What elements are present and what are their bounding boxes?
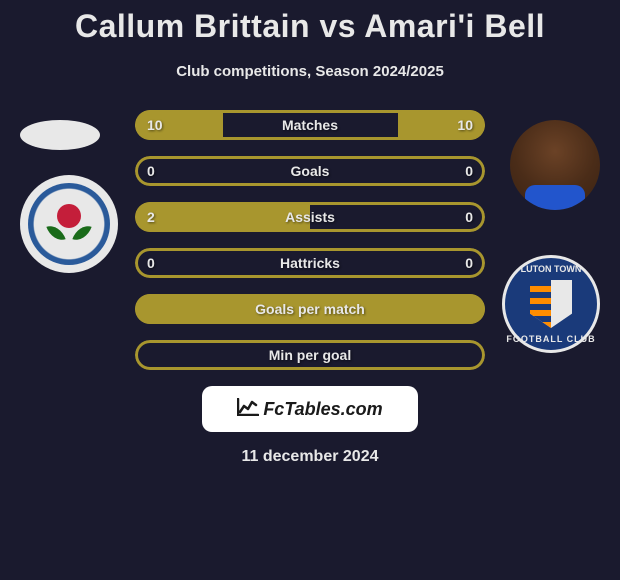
- stat-label: Min per goal: [269, 347, 351, 363]
- stat-label: Matches: [282, 117, 338, 133]
- stat-value-left: 0: [147, 163, 155, 179]
- page-title: Callum Brittain vs Amari'i Bell: [0, 0, 620, 45]
- club-crest-left: [20, 175, 118, 273]
- club-right-name-top: LUTON TOWN: [521, 264, 582, 274]
- stat-value-right: 0: [465, 163, 473, 179]
- stat-value-left: 10: [147, 117, 163, 133]
- stat-row: 2 Assists 0: [135, 202, 485, 232]
- stat-bar-left: [135, 202, 310, 232]
- chart-icon: [237, 398, 259, 421]
- club-crest-right: LUTON TOWN FOOTBALL CLUB: [502, 255, 600, 353]
- player-photo-right: [510, 120, 600, 210]
- stat-value-right: 10: [457, 117, 473, 133]
- subtitle: Club competitions, Season 2024/2025: [0, 63, 620, 80]
- stat-value-right: 0: [465, 209, 473, 225]
- stat-row: 0 Goals 0: [135, 156, 485, 186]
- stat-row: Min per goal: [135, 340, 485, 370]
- stat-label: Hattricks: [280, 255, 340, 271]
- player-photo-left: [20, 120, 100, 150]
- stat-row: Goals per match: [135, 294, 485, 324]
- stat-value-left: 2: [147, 209, 155, 225]
- club-right-name-bottom: FOOTBALL CLUB: [506, 334, 595, 344]
- stat-label: Goals per match: [255, 301, 365, 317]
- attribution-badge: FcTables.com: [202, 386, 418, 432]
- attribution-text: FcTables.com: [263, 399, 382, 420]
- stats-container: 10 Matches 10 0 Goals 0 2 Assists 0 0 Hattricks 0 Go…: [135, 110, 485, 370]
- stat-value-right: 0: [465, 255, 473, 271]
- stat-row: 10 Matches 10: [135, 110, 485, 140]
- stat-value-left: 0: [147, 255, 155, 271]
- stat-row: 0 Hattricks 0: [135, 248, 485, 278]
- date-text: 11 december 2024: [0, 448, 620, 466]
- stat-label: Goals: [291, 163, 330, 179]
- stat-label: Assists: [285, 209, 335, 225]
